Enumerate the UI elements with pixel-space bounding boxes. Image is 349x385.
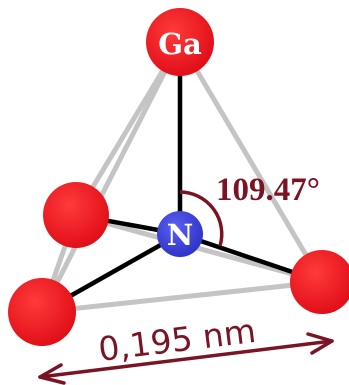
bond-length-arrow — [38, 332, 334, 385]
ga-atom-label: Ga — [158, 27, 202, 61]
ga-atom-right — [290, 250, 349, 314]
ga-atom-top — [146, 8, 214, 76]
tetrahedron-edges — [39, 39, 325, 315]
n-atom — [157, 211, 203, 257]
edge-left-right — [73, 212, 325, 285]
ga-atom-left — [43, 182, 109, 248]
bond-angle-arc — [179, 190, 224, 247]
edge-top-right — [177, 39, 325, 285]
ga-atom-bottom-left — [8, 278, 76, 346]
edge-bottomleft-right — [39, 279, 325, 315]
arrow-head-left — [38, 363, 66, 385]
bond-length-arrow-shaft — [38, 339, 334, 379]
n-atom-label: N — [167, 218, 194, 252]
ga-atoms — [8, 8, 349, 346]
arrow-head-right — [306, 332, 334, 355]
edge-top-bottomleft — [39, 39, 183, 315]
bond-angle-label: 109.47° — [216, 172, 320, 208]
